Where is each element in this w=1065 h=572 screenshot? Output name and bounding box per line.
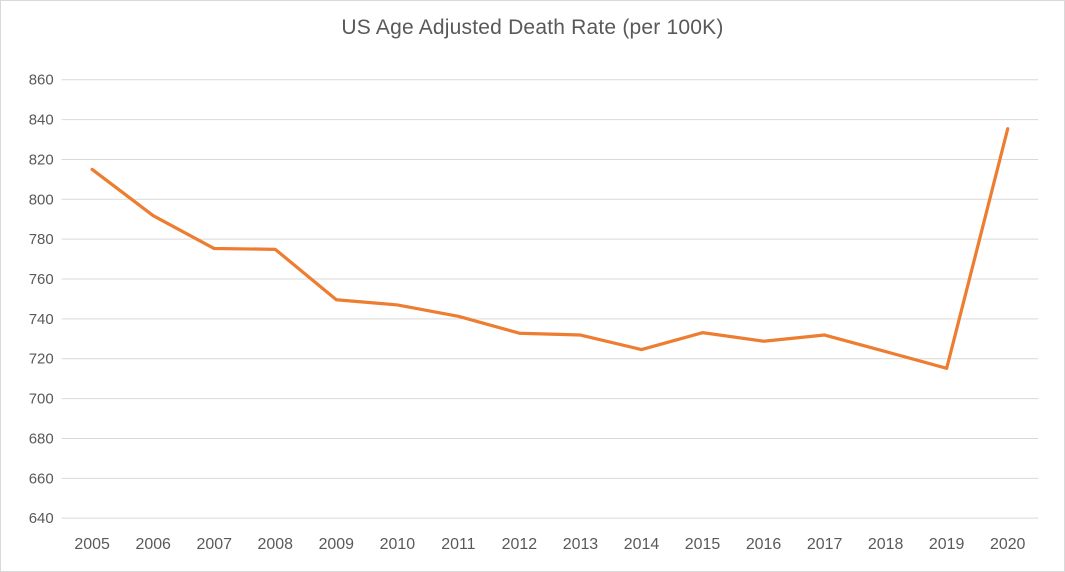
x-tick-label: 2015: [685, 536, 721, 553]
y-tick-label: 840: [29, 112, 54, 129]
x-tick-label: 2009: [319, 536, 355, 553]
x-tick-label: 2019: [929, 536, 965, 553]
y-tick-label: 640: [29, 510, 54, 527]
x-tick-label: 2007: [197, 536, 233, 553]
x-tick-label: 2016: [746, 536, 782, 553]
x-tick-label: 2020: [990, 536, 1026, 553]
y-tick-label: 660: [29, 470, 54, 487]
x-tick-label: 2012: [502, 536, 538, 553]
y-tick-label: 700: [29, 391, 54, 408]
x-tick-label: 2017: [807, 536, 843, 553]
x-tick-label: 2013: [563, 536, 599, 553]
x-tick-label: 2006: [135, 536, 171, 553]
data-series-line: [90, 127, 1010, 370]
y-tick-label: 680: [29, 430, 54, 447]
x-tick-label: 2010: [380, 536, 416, 553]
x-tick-label: 2018: [868, 536, 904, 553]
x-tick-label: 2005: [74, 536, 110, 553]
y-tick-label: 760: [29, 271, 54, 288]
chart-title: US Age Adjusted Death Rate (per 100K): [341, 16, 724, 39]
y-tick-label: 720: [29, 351, 54, 368]
y-tick-label: 820: [29, 151, 54, 168]
y-tick-label: 780: [29, 231, 54, 248]
y-tick-label: 740: [29, 311, 54, 328]
x-tick-label: 2014: [624, 536, 660, 553]
x-tick-label: 2011: [441, 536, 475, 553]
x-tick-label: 2008: [258, 536, 294, 553]
y-tick-label: 860: [29, 72, 54, 89]
y-tick-label: 800: [29, 191, 54, 208]
